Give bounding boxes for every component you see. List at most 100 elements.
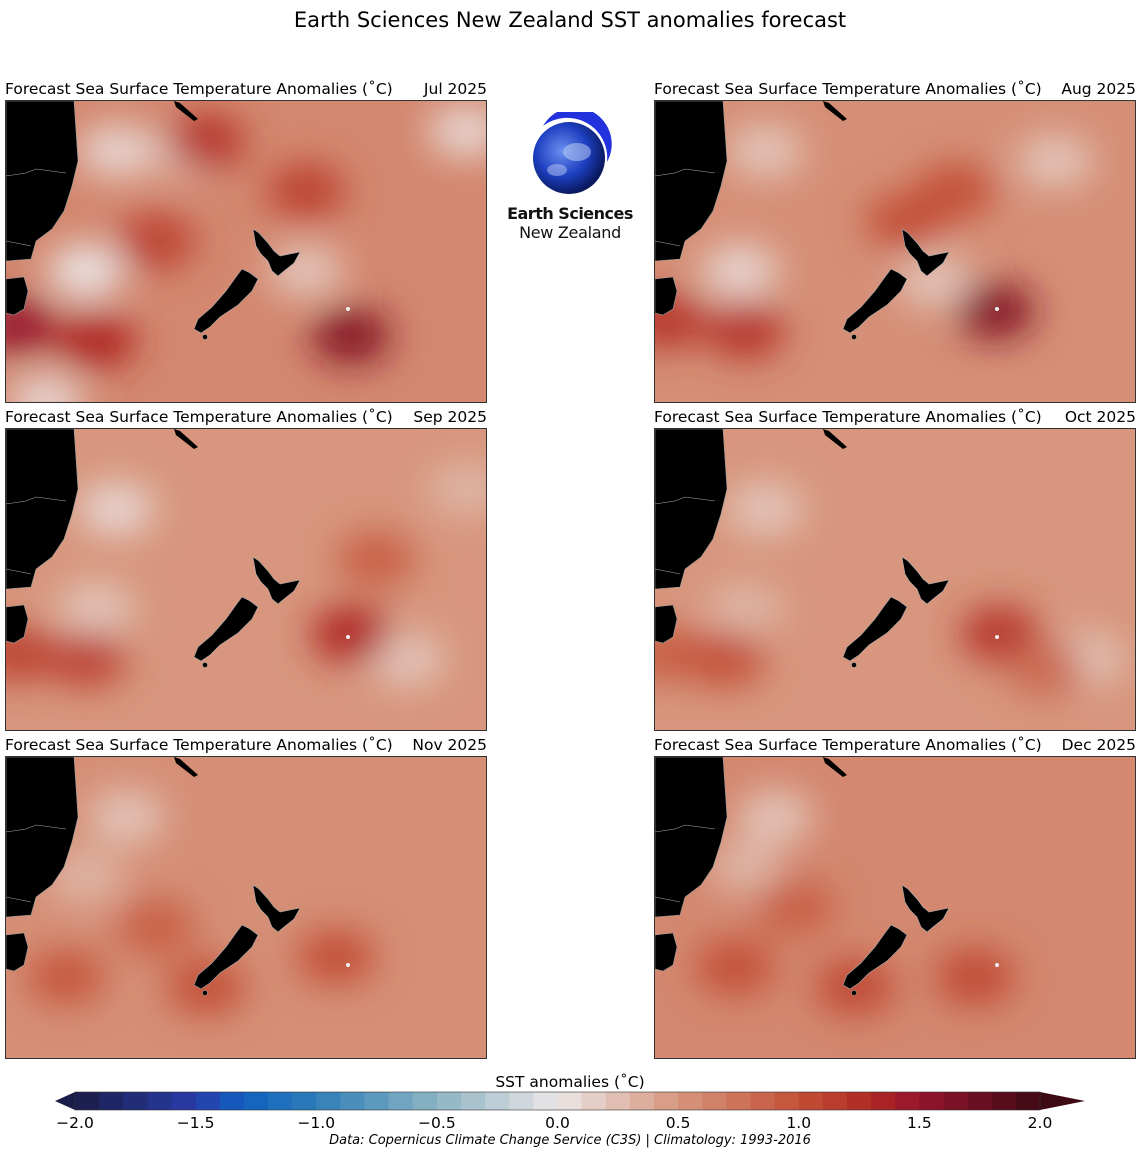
logo-line1: Earth Sciences: [507, 204, 633, 223]
colorbar-bin: [75, 1092, 100, 1110]
australia-land: [655, 757, 728, 918]
tasmania-land: [6, 604, 29, 644]
colorbar-bin: [171, 1092, 197, 1110]
warm-anomaly: [815, 959, 895, 1015]
colorbar-outline: [74, 1091, 1041, 1111]
warm-anomaly: [46, 631, 126, 687]
colorbar-bin: [750, 1092, 776, 1110]
colorbar-label: SST anomalies (˚C): [495, 1073, 645, 1091]
cool-anomaly: [428, 463, 486, 515]
cool-anomaly: [702, 245, 778, 297]
cool-anomaly: [1017, 135, 1093, 187]
colorbar-bin: [726, 1092, 751, 1110]
colorbar-bin: [412, 1092, 438, 1110]
colorbar-bin: [388, 1092, 414, 1110]
cool-anomaly: [48, 245, 124, 297]
chatham-islands: [346, 307, 350, 311]
cool-anomaly: [78, 483, 154, 535]
australia-land: [6, 429, 79, 590]
colorbar-bin: [557, 1092, 583, 1110]
new-caledonia-land: [174, 101, 198, 121]
south-island-land: [842, 924, 908, 990]
chatham-islands: [995, 635, 999, 639]
colorbar-bin: [316, 1092, 341, 1110]
new-caledonia-land: [823, 757, 847, 777]
north-island-land: [901, 556, 950, 605]
stewart-island-land: [202, 662, 208, 668]
colorbar-bin: [533, 1092, 558, 1110]
warm-anomaly: [755, 879, 835, 935]
colorbar-bin: [219, 1092, 245, 1110]
sst-map-nov-2025: [5, 756, 487, 1059]
colorbar-bin: [967, 1092, 993, 1110]
warm-anomaly: [26, 949, 106, 1005]
cool-anomaly: [727, 483, 803, 535]
south-island-land: [193, 596, 259, 662]
state-borders: [6, 168, 67, 247]
chatham-islands: [995, 963, 999, 967]
colorbar-bin: [268, 1092, 293, 1110]
warm-anomaly: [685, 631, 765, 687]
warm-anomaly: [116, 213, 196, 269]
colorbar-tick-label: 0.0: [545, 1114, 570, 1132]
south-island-land: [193, 268, 259, 334]
anomaly-field: [6, 757, 486, 1058]
colorbar-bin: [678, 1092, 703, 1110]
panel-date: Dec 2025: [1061, 736, 1136, 754]
warm-anomaly: [695, 939, 775, 995]
warm-anomaly: [311, 606, 391, 662]
sst-map-sep-2025: [5, 428, 487, 731]
figure-title: Earth Sciences New Zealand SST anomalies…: [293, 8, 847, 32]
panel-date: Nov 2025: [412, 736, 487, 754]
colorbar-tick-label: −0.5: [418, 1114, 456, 1132]
new-caledonia-land: [174, 429, 198, 449]
state-borders: [6, 496, 67, 575]
colorbar-bin: [195, 1092, 221, 1110]
stewart-island-land: [202, 334, 208, 340]
warm-anomaly: [935, 949, 1015, 1005]
colorbar-bin: [847, 1092, 872, 1110]
colorbar-tick-label: 0.5: [665, 1114, 691, 1132]
north-island-land: [252, 556, 301, 605]
panel-title: Forecast Sea Surface Temperature Anomali…: [5, 80, 393, 98]
warm-anomaly: [116, 899, 196, 955]
south-island-land: [193, 924, 259, 990]
chatham-islands: [346, 963, 350, 967]
warm-anomaly: [336, 531, 416, 587]
colorbar-tick-label: −2.0: [56, 1114, 94, 1132]
panel-title: Forecast Sea Surface Temperature Anomali…: [654, 736, 1042, 754]
stewart-island-land: [851, 990, 857, 996]
warm-anomaly: [166, 959, 246, 1015]
colorbar-bin: [1015, 1092, 1041, 1110]
north-island-land: [901, 228, 950, 277]
stewart-island-land: [202, 990, 208, 996]
cool-anomaly: [707, 583, 783, 635]
colorbar-bin: [461, 1092, 486, 1110]
globe-icon: [533, 107, 612, 194]
sst-map-aug-2025: [654, 100, 1136, 403]
colorbar-bin: [943, 1092, 969, 1110]
cool-anomaly: [428, 105, 486, 157]
new-caledonia-land: [174, 757, 198, 777]
panel-date: Aug 2025: [1061, 80, 1136, 98]
sst-map-oct-2025: [654, 428, 1136, 731]
colorbar-bin: [919, 1092, 944, 1110]
colorbar-bin: [702, 1092, 727, 1110]
warm-anomaly: [705, 303, 785, 359]
sst-map-jul-2025: [5, 100, 487, 403]
colorbar-extend-min: [55, 1092, 75, 1110]
state-borders: [655, 168, 716, 247]
anomaly-field: [655, 757, 1135, 1058]
panel-title: Forecast Sea Surface Temperature Anomali…: [5, 736, 393, 754]
logo-line2: New Zealand: [519, 223, 621, 242]
warm-anomaly: [296, 929, 376, 985]
cool-anomaly: [897, 255, 973, 307]
panel-title: Forecast Sea Surface Temperature Anomali…: [654, 408, 1042, 426]
colorbar-bin: [654, 1092, 679, 1110]
chatham-islands: [346, 635, 350, 639]
colorbar-bin: [364, 1092, 390, 1110]
colorbar-bin: [292, 1092, 317, 1110]
cool-anomaly: [88, 791, 164, 843]
australia-land: [655, 429, 728, 590]
